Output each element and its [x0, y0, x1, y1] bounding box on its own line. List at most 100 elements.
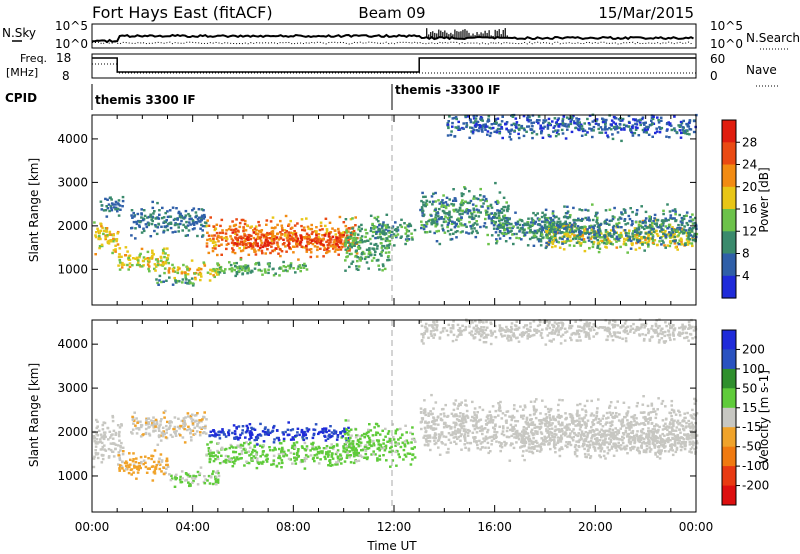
heatmap-cell [122, 263, 126, 266]
heatmap-cell [211, 241, 215, 244]
heatmap-cell [636, 231, 640, 234]
heatmap-cell [391, 459, 395, 462]
heatmap-cell [586, 228, 589, 231]
heatmap-cell [305, 437, 308, 440]
heatmap-cell [302, 226, 306, 229]
heatmap-cell [215, 483, 218, 486]
heatmap-cell [396, 226, 400, 229]
heatmap-cell [159, 439, 163, 442]
heatmap-cell [623, 229, 627, 232]
heatmap-cell [689, 128, 693, 131]
heatmap-cell [371, 230, 375, 234]
heatmap-cell [635, 227, 639, 230]
heatmap-cell [543, 216, 547, 220]
heatmap-cell [219, 224, 222, 228]
heatmap-cell [204, 432, 208, 435]
heatmap-cell [214, 227, 218, 230]
heatmap-cell [240, 457, 243, 460]
heatmap-cell [286, 235, 290, 238]
heatmap-cell [368, 439, 372, 442]
heatmap-cell [588, 127, 591, 130]
heatmap-cell [280, 459, 284, 462]
heatmap-cell [153, 469, 157, 472]
heatmap-cell [275, 236, 279, 239]
heatmap-cell [213, 275, 216, 279]
heatmap-cell [603, 128, 607, 131]
heatmap-cell [278, 447, 281, 451]
heatmap-cell [518, 218, 522, 221]
heatmap-cell [590, 240, 594, 244]
heatmap-cell [282, 433, 285, 436]
heatmap-cell [258, 224, 261, 227]
heatmap-cell [440, 433, 444, 436]
heatmap-cell [494, 213, 498, 216]
heatmap-cell [367, 428, 370, 432]
heatmap-cell [163, 472, 166, 476]
heatmap-cell [354, 224, 357, 227]
heatmap-cell [244, 229, 248, 232]
heatmap-cell [120, 263, 124, 266]
heatmap-cell [663, 244, 666, 247]
heatmap-cell [239, 446, 243, 449]
heatmap-cell [644, 241, 647, 244]
heatmap-cell [472, 223, 475, 226]
heatmap-cell [271, 249, 274, 253]
heatmap-cell [438, 207, 441, 211]
heatmap-cell [293, 224, 297, 227]
heatmap-cell [100, 441, 104, 445]
heatmap-cell [218, 437, 222, 440]
heatmap-cell [295, 434, 298, 437]
heatmap-cell [128, 465, 131, 469]
heatmap-cell [222, 270, 226, 273]
heatmap-cell [306, 225, 310, 228]
heatmap-cell [203, 482, 207, 485]
heatmap-cell [520, 126, 523, 129]
heatmap-cell [541, 228, 544, 231]
heatmap-cell [666, 244, 669, 247]
heatmap-cell [469, 199, 473, 203]
heatmap-cell [660, 126, 664, 130]
heatmap-cell [686, 129, 689, 133]
heatmap-cell [203, 215, 206, 218]
heatmap-cell [128, 262, 132, 265]
heatmap-cell [244, 264, 247, 267]
heatmap-cell [603, 242, 606, 245]
heatmap-cell [155, 232, 159, 236]
heatmap-cell [118, 247, 122, 250]
heatmap-cell [597, 127, 600, 131]
heatmap-cell [372, 439, 375, 443]
heatmap-cell [391, 436, 395, 439]
heatmap-cell [114, 443, 118, 446]
heatmap-cell [375, 225, 379, 229]
heatmap-cell [339, 236, 343, 239]
heatmap-cell [638, 423, 641, 426]
heatmap-cell [475, 129, 478, 132]
heatmap-cell [233, 456, 236, 459]
heatmap-cell [126, 263, 129, 267]
heatmap-cell [340, 239, 343, 242]
heatmap-cell [248, 454, 251, 457]
heatmap-cell [454, 208, 458, 211]
heatmap-cell [595, 437, 599, 440]
heatmap-cell [252, 455, 256, 458]
heatmap-cell [561, 423, 564, 427]
heatmap-cell [269, 251, 272, 255]
heatmap-cell [130, 473, 133, 476]
heatmap-cell [194, 211, 198, 214]
heatmap-cell [633, 227, 637, 230]
heatmap-cell [430, 393, 433, 397]
heatmap-cell [500, 207, 504, 211]
heatmap-cell [255, 457, 259, 460]
heatmap-cell [212, 430, 216, 433]
heatmap-cell [446, 229, 450, 233]
heatmap-cell [557, 123, 561, 126]
heatmap-cell [277, 436, 280, 440]
heatmap-cell [105, 230, 108, 233]
heatmap-cell [307, 428, 311, 431]
heatmap-cell [159, 423, 162, 426]
heatmap-cell [464, 446, 467, 449]
heatmap-cell [539, 238, 543, 241]
heatmap-cell [548, 232, 551, 235]
heatmap-cell [100, 208, 104, 211]
heatmap-cell [450, 222, 454, 225]
